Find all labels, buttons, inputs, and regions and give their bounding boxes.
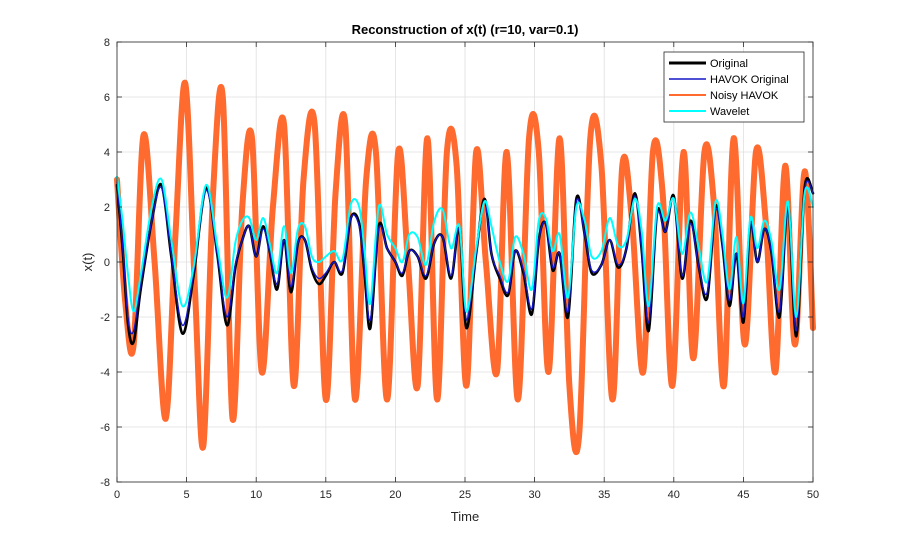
y-tick-label: -6 — [100, 422, 110, 434]
y-tick-label: -2 — [100, 312, 110, 324]
chart-title: Reconstruction of x(t) (r=10, var=0.1) — [352, 22, 579, 37]
y-tick-label: -8 — [100, 477, 110, 489]
x-tick-label: 40 — [668, 489, 680, 501]
y-tick-label: -4 — [100, 367, 110, 379]
x-tick-label: 0 — [114, 489, 120, 501]
y-tick-label: 2 — [104, 202, 110, 214]
y-axis-label: x(t) — [80, 253, 95, 272]
x-tick-label: 20 — [389, 489, 401, 501]
ticks: 0 5 10 15 20 25 30 35 40 45 50 -8 -6 -4 -2 0 2 4 6 8 — [100, 37, 819, 501]
x-tick-label: 15 — [320, 489, 332, 501]
legend-label: Original — [710, 58, 748, 70]
series-line-noisy-havok — [114, 79, 816, 455]
y-tick-label: 4 — [104, 147, 110, 159]
legend-label: Wavelet — [710, 106, 749, 118]
y-tick-label: 0 — [104, 257, 110, 269]
x-tick-label: 45 — [737, 489, 749, 501]
series-layer — [114, 79, 816, 455]
legend-label: HAVOK Original — [710, 74, 789, 86]
x-tick-label: 10 — [250, 489, 262, 501]
x-tick-label: 30 — [528, 489, 540, 501]
x-tick-label: 5 — [184, 489, 190, 501]
legend-label: Noisy HAVOK — [710, 90, 779, 102]
series-wavelet — [116, 175, 814, 319]
series-line-wavelet — [116, 175, 814, 319]
x-tick-label: 35 — [598, 489, 610, 501]
x-tick-label: 25 — [459, 489, 471, 501]
x-axis-label: Time — [451, 509, 479, 524]
y-tick-label: 6 — [104, 92, 110, 104]
y-tick-label: 8 — [104, 37, 110, 49]
series-noisy-havok — [114, 79, 816, 455]
x-tick-label: 50 — [807, 489, 819, 501]
legend: Original HAVOK Original Noisy HAVOK Wavelet — [663, 51, 805, 123]
